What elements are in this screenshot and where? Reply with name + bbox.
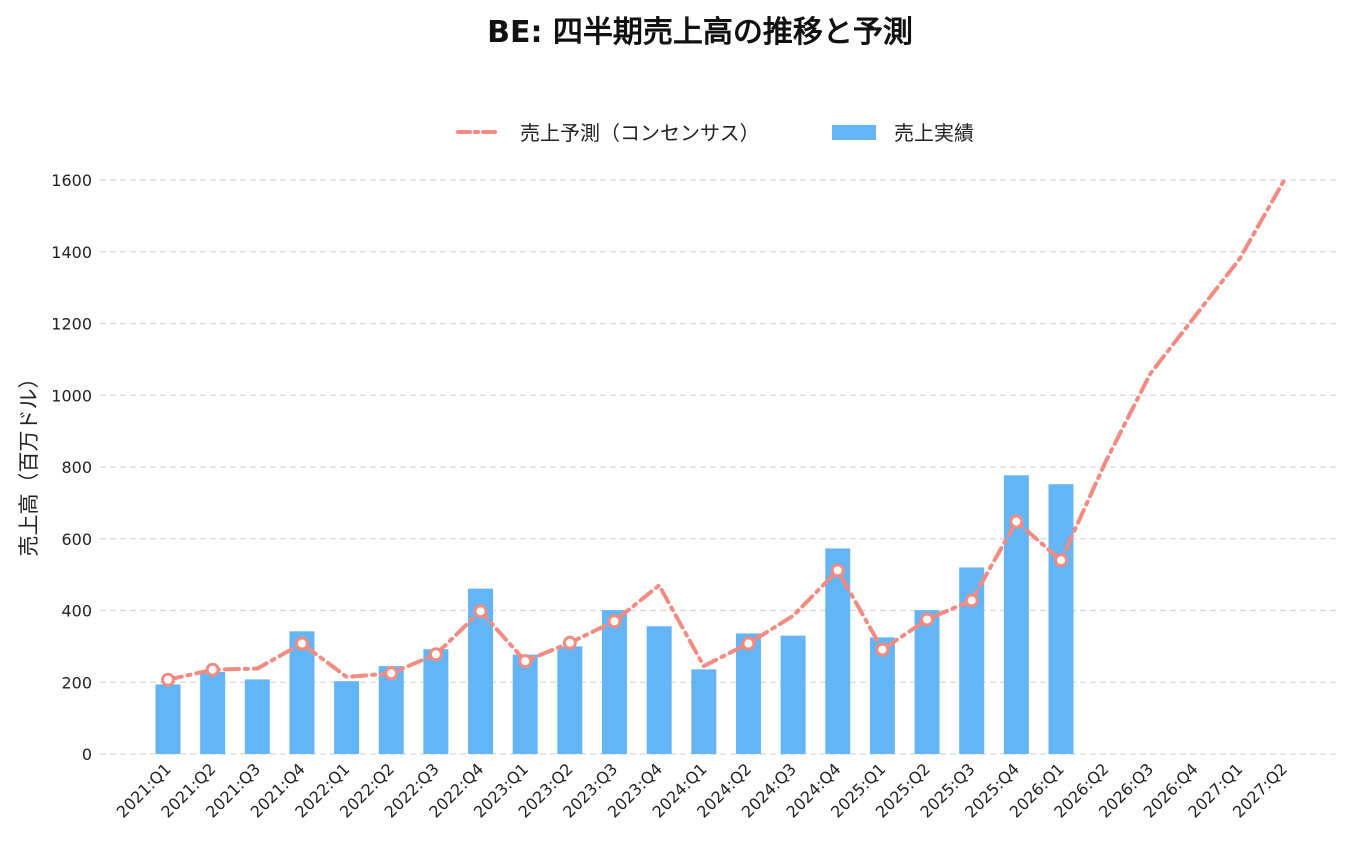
bar bbox=[735, 633, 761, 754]
forecast-point bbox=[875, 642, 890, 657]
forecast-point bbox=[920, 612, 935, 627]
chart-title: BE: 四半期売上高の推移と予測 bbox=[487, 15, 913, 50]
y-tick-label: 0 bbox=[82, 745, 92, 764]
forecast-point bbox=[205, 662, 220, 677]
bar bbox=[602, 610, 627, 754]
forecast-line bbox=[166, 178, 1287, 682]
y-tick-layer: 0 200 400 600 800 1000 1200 1400 1600 bbox=[51, 171, 92, 764]
y-tick-label: 800 bbox=[61, 458, 92, 477]
x-tick-layer: 2021:Q12021:Q22021:Q32021:Q42022:Q12022:… bbox=[113, 759, 1291, 821]
y-tick-label: 200 bbox=[61, 673, 92, 692]
y-tick-label: 1200 bbox=[51, 315, 92, 334]
y-tick-label: 400 bbox=[61, 602, 92, 621]
forecast-point bbox=[294, 636, 309, 651]
forecast-point bbox=[1054, 553, 1068, 568]
forecast-point bbox=[1009, 514, 1024, 529]
line-layer bbox=[161, 178, 1287, 687]
legend-bar-swatch bbox=[832, 125, 876, 140]
y-axis-label: 売上高（百万ドル） bbox=[17, 368, 41, 557]
bar bbox=[1048, 484, 1074, 754]
bar bbox=[557, 646, 583, 754]
forecast-point bbox=[607, 614, 622, 629]
bar bbox=[200, 671, 226, 754]
bar bbox=[155, 684, 181, 754]
y-tick-label: 600 bbox=[61, 530, 92, 549]
forecast-point bbox=[473, 604, 488, 619]
bar bbox=[512, 654, 538, 754]
legend: 売上予測（コンセンサス） 売上実績 bbox=[456, 121, 974, 145]
bar bbox=[334, 681, 360, 754]
bar bbox=[646, 626, 672, 754]
forecast-point bbox=[964, 593, 979, 608]
forecast-point bbox=[518, 654, 533, 669]
y-tick-label: 1400 bbox=[51, 243, 92, 262]
bar bbox=[423, 649, 449, 754]
bar bbox=[691, 669, 717, 754]
bar bbox=[244, 679, 270, 754]
forecast-point bbox=[384, 666, 399, 681]
forecast-point bbox=[830, 563, 845, 578]
legend-actual-label: 売上実績 bbox=[894, 121, 974, 145]
y-tick-label: 1600 bbox=[51, 171, 92, 190]
forecast-point bbox=[428, 647, 443, 662]
grid-layer bbox=[100, 179, 1340, 755]
legend-forecast-label: 売上予測（コンセンサス） bbox=[520, 121, 760, 145]
bar bbox=[378, 666, 404, 754]
forecast-point bbox=[161, 672, 175, 687]
bar-layer bbox=[155, 475, 1074, 754]
bar bbox=[914, 610, 940, 754]
forecast-point bbox=[562, 635, 577, 650]
y-tick-label: 1000 bbox=[51, 386, 92, 405]
forecast-point bbox=[741, 636, 756, 651]
bar bbox=[869, 637, 895, 754]
bar bbox=[780, 635, 806, 754]
